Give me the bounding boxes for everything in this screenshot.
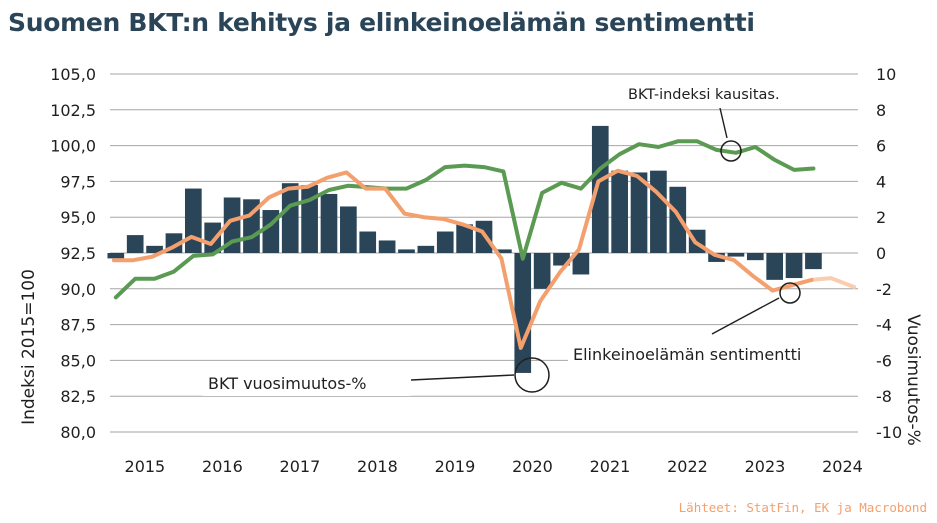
gdp-change-bar bbox=[126, 235, 144, 253]
gdp-change-bar bbox=[495, 249, 512, 253]
y-tick-right: -6 bbox=[876, 351, 892, 370]
y-tick-right: 0 bbox=[876, 244, 886, 263]
x-tick: 2022 bbox=[667, 457, 708, 476]
y-tick-left: 97,5 bbox=[60, 172, 96, 191]
gdp-change-bar bbox=[533, 253, 551, 289]
x-tick: 2019 bbox=[435, 457, 476, 476]
gdp-change-bar bbox=[184, 188, 202, 253]
gdp-change-bar bbox=[340, 206, 357, 253]
y-tick-right: -10 bbox=[876, 423, 902, 442]
chart-title: Suomen BKT:n kehitys ja elinkeinoelämän … bbox=[8, 8, 755, 37]
gdp-change-bar bbox=[456, 224, 473, 253]
y-axis-right-label: Vuosimuutos-% bbox=[903, 314, 923, 446]
gdp-change-bar bbox=[591, 125, 609, 253]
y-tick-right: 4 bbox=[876, 172, 886, 191]
y-tick-left: 82,5 bbox=[60, 387, 96, 406]
x-tick: 2015 bbox=[125, 457, 166, 476]
y-tick-left: 80,0 bbox=[60, 423, 96, 442]
gdp-change-bar bbox=[204, 222, 222, 253]
gdp-change-bar bbox=[766, 253, 784, 280]
y-tick-left: 85,0 bbox=[60, 351, 96, 370]
x-tick: 2023 bbox=[745, 457, 786, 476]
tick-labels: 105,0 102,5 100,0 97,5 95,0 92,5 90,0 87,5 85,0 8… bbox=[50, 65, 902, 476]
gdp-change-bar bbox=[746, 253, 764, 261]
gdp-change-bar bbox=[630, 172, 648, 253]
y-tick-right: -2 bbox=[876, 280, 892, 299]
gdp-change-bar bbox=[436, 231, 454, 253]
y-tick-left: 102,5 bbox=[50, 101, 96, 120]
y-tick-right: 10 bbox=[876, 65, 896, 84]
sentiment-line bbox=[111, 168, 814, 350]
gdp-change-bar bbox=[417, 245, 435, 253]
y-tick-right: -4 bbox=[876, 316, 892, 335]
y-tick-right: 6 bbox=[876, 137, 886, 156]
gdp-change-bar bbox=[398, 249, 415, 253]
gdp-change-bar bbox=[107, 253, 125, 259]
gdp-change-bar bbox=[708, 253, 725, 262]
annotation-gdp-change: BKT vuosimuutos-% bbox=[203, 357, 550, 396]
gdp-change-bar bbox=[805, 253, 822, 270]
gdp-change-bar bbox=[650, 170, 667, 253]
y-tick-right: 8 bbox=[876, 101, 886, 120]
gdp-change-bar bbox=[572, 253, 590, 275]
annotation-gdp-change-label: BKT vuosimuutos-% bbox=[208, 374, 367, 393]
y-tick-left: 92,5 bbox=[60, 244, 96, 263]
chart-lines bbox=[111, 139, 857, 350]
x-tick: 2016 bbox=[202, 457, 243, 476]
y-tick-left: 87,5 bbox=[60, 316, 96, 335]
gdp-change-bar bbox=[727, 253, 745, 257]
x-tick: 2021 bbox=[590, 457, 631, 476]
gdp-change-bar bbox=[785, 253, 803, 279]
annotation-gdp-index: BKT-indeksi kausitas. bbox=[622, 80, 820, 162]
gdp-change-bars bbox=[107, 125, 822, 373]
y-tick-left: 105,0 bbox=[50, 65, 96, 84]
annotation-sentiment: Elinkeinoelämän sentimentti bbox=[568, 282, 858, 366]
x-tick: 2018 bbox=[357, 457, 398, 476]
gdp-index-line bbox=[113, 139, 816, 300]
x-tick: 2024 bbox=[822, 457, 863, 476]
y-tick-right: 2 bbox=[876, 208, 886, 227]
gdp-change-bar bbox=[611, 170, 628, 253]
gdp-change-bar bbox=[669, 186, 687, 253]
y-tick-left: 100,0 bbox=[50, 137, 96, 156]
grid-lines bbox=[110, 73, 858, 433]
annotation-gdp-index-label: BKT-indeksi kausitas. bbox=[628, 87, 780, 103]
y-axis-left-label: Indeksi 2015=100 bbox=[19, 269, 39, 425]
y-tick-left: 90,0 bbox=[60, 280, 96, 299]
x-tick: 2020 bbox=[512, 457, 553, 476]
y-tick-right: -8 bbox=[876, 387, 892, 406]
sentiment-latest-line bbox=[809, 276, 857, 289]
gdp-change-bar bbox=[378, 240, 396, 253]
annotation-sentiment-label: Elinkeinoelämän sentimentti bbox=[573, 345, 801, 364]
gdp-change-bar bbox=[146, 245, 163, 253]
gdp-change-bar bbox=[514, 253, 532, 373]
source-note: Lähteet: StatFin, EK ja Macrobond bbox=[678, 500, 927, 515]
x-tick: 2017 bbox=[280, 457, 321, 476]
gdp-change-bar bbox=[359, 231, 377, 253]
y-tick-left: 95,0 bbox=[60, 208, 96, 227]
gdp-change-bar bbox=[281, 183, 299, 253]
gdp-change-bar bbox=[320, 193, 338, 253]
